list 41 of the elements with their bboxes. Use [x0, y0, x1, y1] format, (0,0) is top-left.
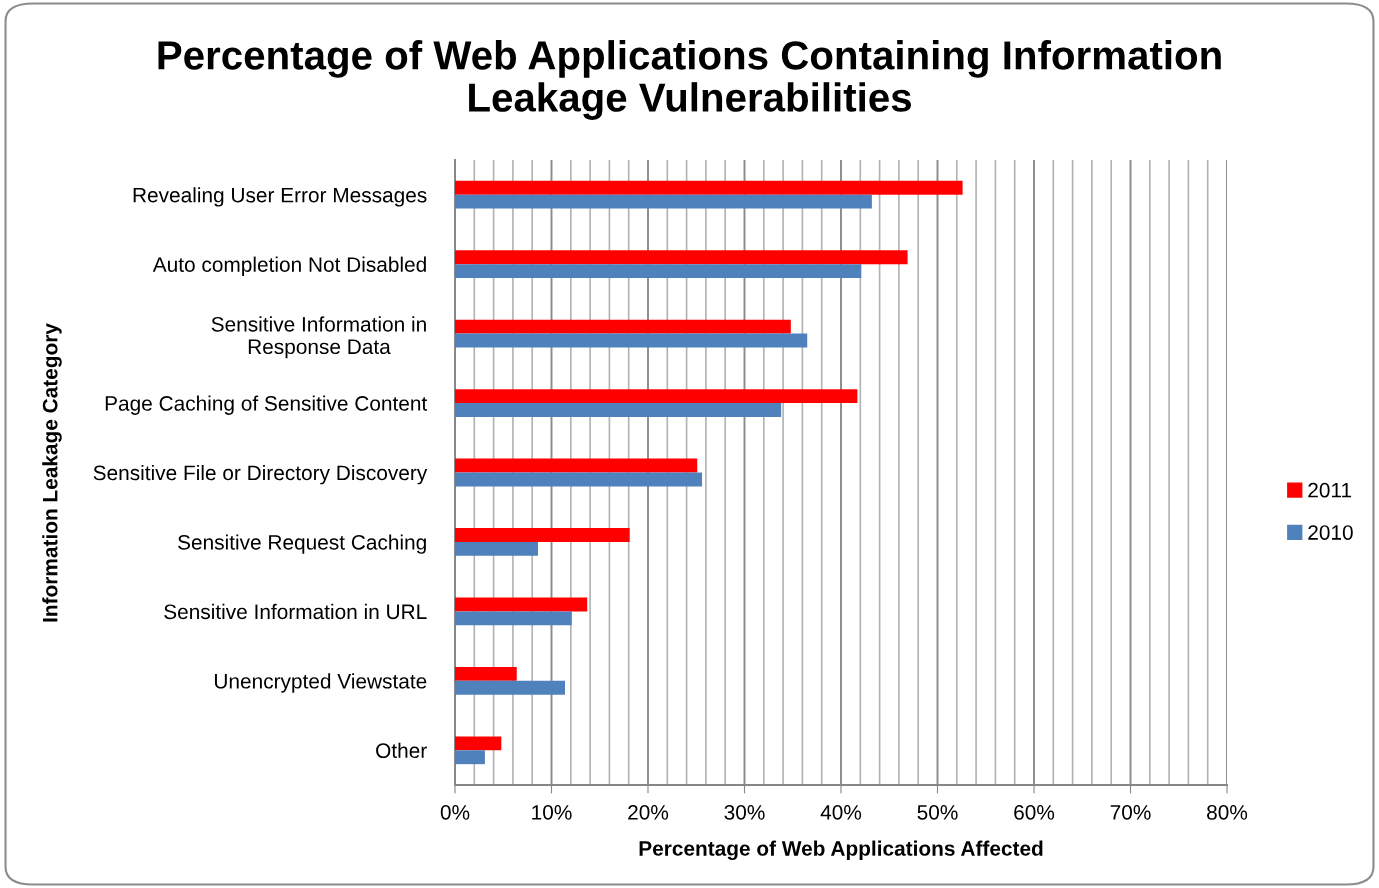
bar — [455, 666, 517, 681]
bar — [455, 403, 782, 417]
bar — [455, 611, 572, 626]
x-tick-label: 20% — [628, 804, 669, 820]
x-tick-label: 50% — [917, 804, 958, 820]
bar — [455, 736, 502, 751]
x-tick-label: 40% — [820, 804, 862, 820]
y-tick-label: Sensitive Request Caching — [178, 534, 426, 554]
y-tick-label: Sensitive Information in URL — [164, 603, 427, 620]
bar — [455, 250, 908, 265]
bar — [455, 319, 791, 334]
bar — [455, 528, 630, 542]
x-tick-label: 60% — [1014, 804, 1055, 820]
y-axis-title: Information Leakage Category — [42, 323, 62, 622]
x-tick-label: 80% — [1207, 804, 1248, 820]
y-tick-label: Page Caching of Sensitive Content — [105, 395, 428, 415]
x-axis-title: Percentage of Web Applications Affected — [639, 840, 1043, 861]
x-tick-label: 10% — [532, 804, 572, 820]
legend-label: 2010 — [1308, 525, 1353, 540]
y-tick-label: Auto completion Not Disabled — [152, 256, 426, 277]
bar — [455, 389, 858, 404]
bar — [455, 180, 963, 195]
y-tick-label: Sensitive Information in Response Data — [211, 316, 426, 359]
y-tick-label: Sensitive File or Directory Discovery — [93, 464, 428, 485]
bar — [455, 750, 485, 765]
x-tick-label: 0% — [440, 804, 470, 820]
bar — [455, 541, 538, 556]
bar — [455, 333, 808, 348]
bar — [455, 458, 698, 473]
y-tick-label: Revealing User Error Messages — [133, 187, 427, 207]
y-tick-label: Unencrypted Viewstate — [214, 673, 427, 693]
x-tick-label: 30% — [724, 804, 765, 820]
chart-title: Percentage of Web Applications Containing Information Leakage Vulnerabilities — [158, 40, 1221, 120]
legend-label: 2011 — [1308, 482, 1352, 498]
bar — [455, 597, 588, 612]
y-tick-label: Other — [376, 742, 427, 759]
bar — [455, 472, 703, 487]
bar — [455, 264, 862, 279]
bar — [455, 194, 872, 209]
x-tick-label: 70% — [1110, 804, 1151, 820]
bar — [455, 680, 566, 695]
